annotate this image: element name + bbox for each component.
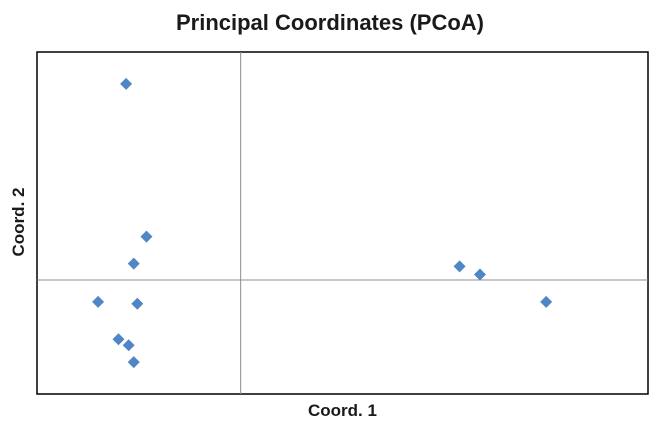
data-point xyxy=(453,260,466,273)
data-points xyxy=(92,77,553,369)
data-point xyxy=(112,333,125,346)
x-axis-label: Coord. 1 xyxy=(308,401,377,420)
data-point xyxy=(540,295,553,308)
data-point xyxy=(120,77,133,90)
data-point xyxy=(473,268,486,281)
data-point xyxy=(122,339,135,352)
data-point xyxy=(92,295,105,308)
data-point xyxy=(127,257,140,270)
data-point xyxy=(127,356,140,369)
data-point xyxy=(140,230,153,243)
chart-title: Principal Coordinates (PCoA) xyxy=(175,10,485,35)
data-point xyxy=(131,297,144,310)
plot-frame xyxy=(36,51,649,395)
